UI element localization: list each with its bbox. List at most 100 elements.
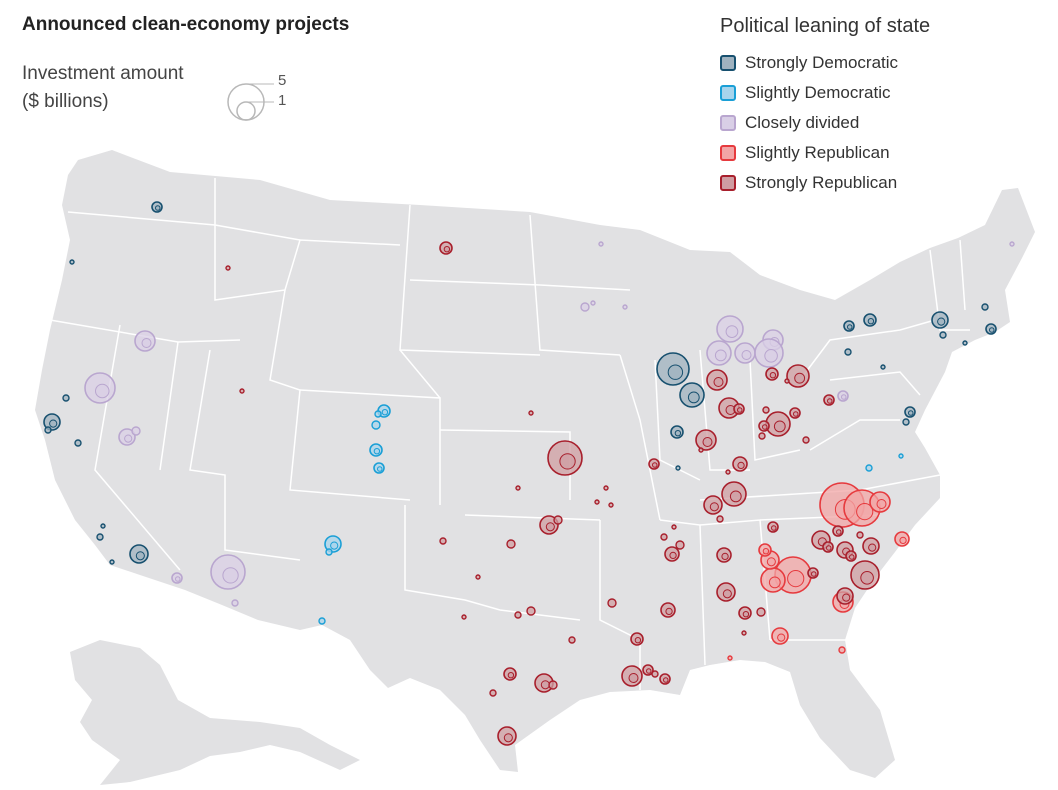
project-bubble <box>902 418 910 426</box>
project-bubble <box>608 502 614 508</box>
swatch-closely-divided <box>720 115 736 131</box>
project-bubble <box>506 539 516 549</box>
project-bubble-inner <box>826 545 832 551</box>
project-bubble-inner <box>665 607 673 616</box>
project-bubble-inner <box>559 453 576 470</box>
project-bubble-inner <box>652 462 658 468</box>
border-line <box>654 359 701 481</box>
legend-item: Strongly Republican <box>720 168 930 198</box>
project-bubble-inner <box>836 529 842 535</box>
project-bubble <box>962 340 968 346</box>
project-bubble-inner <box>222 567 239 584</box>
project-bubble-inner <box>793 411 799 417</box>
project-bubble <box>594 499 600 505</box>
map-title: Announced clean-economy projects <box>22 14 350 35</box>
project-bubble-inner <box>141 338 152 348</box>
contiguous-us-shape <box>35 150 1035 778</box>
size-value-large: 5 <box>278 72 287 89</box>
project-bubble <box>660 533 668 541</box>
project-bubble-inner <box>860 571 874 585</box>
border-line <box>539 284 631 291</box>
project-bubble-inner <box>729 490 742 503</box>
project-bubble-inner <box>674 430 682 437</box>
project-bubble <box>675 465 681 471</box>
swatch-slightly-democratic <box>720 85 736 101</box>
project-bubble <box>981 303 989 311</box>
investment-label-line1: Investment amount <box>22 63 184 84</box>
project-bubble <box>756 607 766 617</box>
project-bubble-inner <box>771 525 777 531</box>
project-bubble <box>1009 241 1015 247</box>
project-bubble <box>568 636 576 644</box>
border-line <box>159 341 179 471</box>
project-bubble <box>603 485 609 491</box>
project-bubble-inner <box>741 350 752 360</box>
project-bubble-inner <box>737 461 745 470</box>
border-line <box>809 419 900 451</box>
legend-item-label: Strongly Republican <box>745 173 898 192</box>
border-line <box>619 354 661 521</box>
color-legend: Political leaning of state Strongly Demo… <box>720 15 930 198</box>
project-bubble <box>100 523 106 529</box>
project-bubble-inner <box>766 557 776 567</box>
project-bubble <box>318 617 326 625</box>
project-bubble-inner <box>687 391 700 404</box>
project-bubble-inner <box>937 317 946 326</box>
project-bubble-inner <box>634 637 642 644</box>
project-bubble-inner <box>768 576 781 589</box>
project-bubble <box>514 611 522 619</box>
project-bubble-inner <box>777 633 786 642</box>
project-bubble-inner <box>769 372 777 379</box>
project-bubble <box>548 680 558 690</box>
investment-amount-label: Investment amount ($ billions) <box>22 60 184 116</box>
project-bubble-inner <box>762 424 768 430</box>
project-bubble-inner <box>908 410 914 416</box>
border-line <box>749 359 801 461</box>
legend-item-label: Slightly Democratic <box>745 83 891 102</box>
project-bubble-inner <box>841 394 847 400</box>
project-bubble <box>607 598 617 608</box>
project-bubble <box>528 410 534 416</box>
project-bubble <box>844 348 852 356</box>
project-bubble <box>598 241 604 247</box>
swatch-strongly-republican <box>720 175 736 191</box>
us-landmass <box>35 150 1035 785</box>
project-bubble <box>784 378 790 384</box>
project-bubble <box>880 364 886 370</box>
border-line <box>929 249 970 331</box>
project-bubble-inner <box>856 503 874 521</box>
project-bubbles <box>43 201 1015 746</box>
size-legend-circles <box>227 83 274 121</box>
project-bubble-inner <box>722 589 732 599</box>
project-bubble <box>580 302 590 312</box>
project-bubble-inner <box>545 522 555 532</box>
project-bubble-inner <box>646 668 652 674</box>
legend-item-label: Slightly Republican <box>745 143 890 162</box>
project-bubble-inner <box>507 672 515 679</box>
project-bubble-inner <box>714 349 727 362</box>
project-bubble <box>762 406 770 414</box>
project-bubble-inner <box>155 205 161 211</box>
project-bubble <box>374 410 382 418</box>
legend-title: Political leaning of state <box>720 15 931 37</box>
project-bubble <box>131 426 141 436</box>
legend-item: Slightly Democratic <box>720 78 930 108</box>
project-bubble-inner <box>667 364 684 380</box>
project-bubble <box>225 265 231 271</box>
project-bubble-inner <box>330 541 339 550</box>
project-bubble-inner <box>49 419 58 428</box>
project-bubble-inner <box>849 554 855 560</box>
project-bubble-inner <box>95 383 110 399</box>
legend-item: Slightly Republican <box>720 138 930 168</box>
project-bubble <box>371 420 381 430</box>
border-line <box>409 279 541 286</box>
project-bubble-inner <box>742 611 750 618</box>
size-legend: 5 1 <box>226 72 286 127</box>
project-bubble <box>651 670 659 678</box>
border-line <box>399 349 441 399</box>
project-bubble-inner <box>124 434 133 443</box>
project-bubble-inner <box>773 420 786 433</box>
border-line <box>799 319 936 381</box>
project-bubble <box>865 464 873 472</box>
border-line <box>599 520 641 690</box>
